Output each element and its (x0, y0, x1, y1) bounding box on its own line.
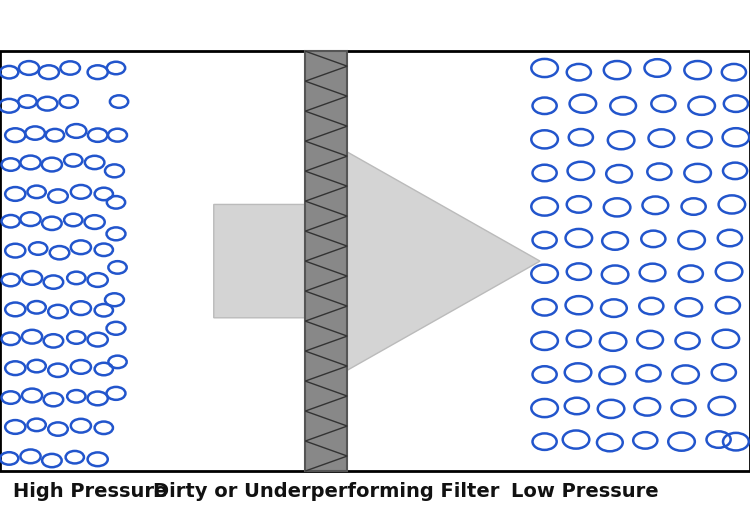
Text: Dirty or Underperforming Filter: Dirty or Underperforming Filter (153, 482, 500, 501)
Bar (305, 51, 347, 471)
Bar (0, 51, 750, 471)
Text: High Pressure: High Pressure (13, 482, 167, 501)
Polygon shape (214, 152, 540, 370)
Text: Low Pressure: Low Pressure (512, 482, 658, 501)
